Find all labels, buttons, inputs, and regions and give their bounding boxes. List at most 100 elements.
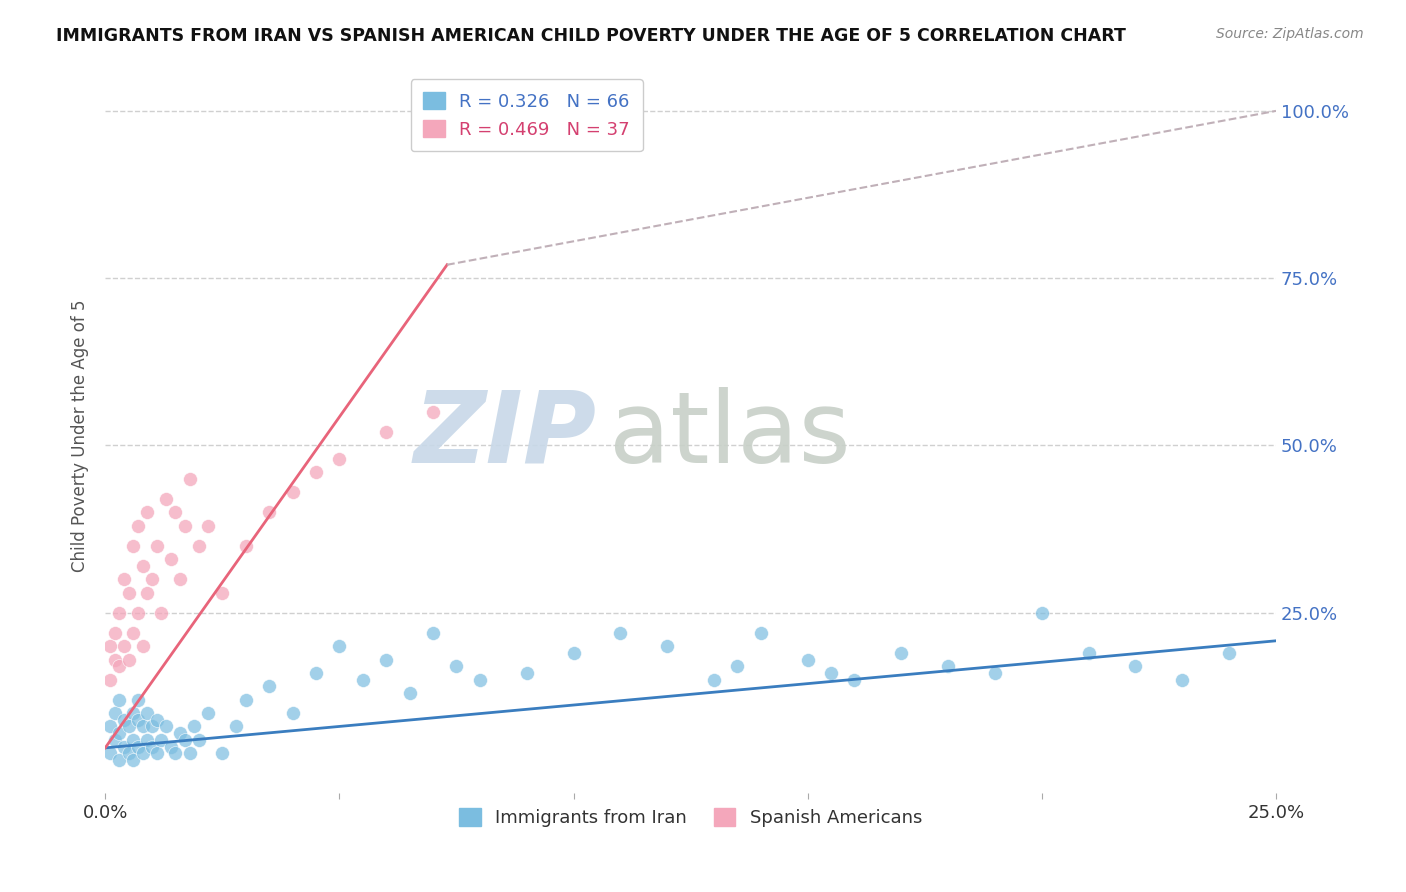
Point	[117, 746, 139, 760]
Point	[103, 706, 125, 720]
Point	[1125, 659, 1147, 673]
Point	[103, 625, 125, 640]
Point	[117, 719, 139, 733]
Point	[127, 692, 149, 706]
Point	[820, 665, 842, 680]
Point	[305, 665, 328, 680]
Point	[281, 485, 304, 500]
Point	[155, 491, 177, 506]
Point	[145, 539, 167, 553]
Point	[197, 706, 219, 720]
Point	[122, 625, 145, 640]
Point	[796, 652, 818, 666]
Point	[108, 692, 131, 706]
Point	[725, 659, 748, 673]
Point	[446, 659, 468, 673]
Point	[1077, 646, 1099, 660]
Point	[187, 539, 209, 553]
Point	[98, 639, 121, 653]
Point	[112, 713, 135, 727]
Point	[211, 585, 233, 599]
Point	[173, 732, 195, 747]
Point	[1171, 673, 1194, 687]
Point	[117, 585, 139, 599]
Point	[141, 572, 163, 586]
Point	[131, 746, 153, 760]
Point	[103, 732, 125, 747]
Point	[112, 739, 135, 754]
Point	[516, 665, 538, 680]
Point	[112, 572, 135, 586]
Point	[422, 625, 444, 640]
Point	[127, 606, 149, 620]
Point	[122, 753, 145, 767]
Point	[108, 753, 131, 767]
Point	[703, 673, 725, 687]
Text: Source: ZipAtlas.com: Source: ZipAtlas.com	[1216, 27, 1364, 41]
Point	[131, 558, 153, 573]
Point	[375, 652, 398, 666]
Point	[155, 719, 177, 733]
Point	[150, 732, 173, 747]
Point	[131, 719, 153, 733]
Point	[145, 713, 167, 727]
Point	[136, 505, 159, 519]
Point	[179, 746, 201, 760]
Point	[936, 659, 959, 673]
Point	[257, 679, 280, 693]
Point	[98, 746, 121, 760]
Point	[281, 706, 304, 720]
Point	[169, 726, 191, 740]
Point	[749, 625, 772, 640]
Point	[169, 572, 191, 586]
Point	[657, 639, 679, 653]
Point	[136, 732, 159, 747]
Y-axis label: Child Poverty Under the Age of 5: Child Poverty Under the Age of 5	[72, 299, 89, 572]
Point	[179, 472, 201, 486]
Point	[127, 739, 149, 754]
Point	[235, 539, 257, 553]
Point	[127, 713, 149, 727]
Point	[984, 665, 1007, 680]
Point	[108, 606, 131, 620]
Text: ZIP: ZIP	[413, 387, 598, 483]
Point	[145, 746, 167, 760]
Point	[609, 625, 631, 640]
Point	[173, 518, 195, 533]
Point	[257, 505, 280, 519]
Point	[468, 673, 491, 687]
Point	[150, 606, 173, 620]
Point	[159, 739, 181, 754]
Point	[375, 425, 398, 439]
Point	[165, 505, 187, 519]
Point	[112, 639, 135, 653]
Point	[1218, 646, 1240, 660]
Point	[225, 719, 247, 733]
Point	[103, 652, 125, 666]
Point	[352, 673, 374, 687]
Point	[117, 652, 139, 666]
Point	[197, 518, 219, 533]
Point	[328, 639, 350, 653]
Point	[159, 552, 181, 566]
Point	[127, 518, 149, 533]
Point	[98, 719, 121, 733]
Point	[1031, 606, 1053, 620]
Point	[108, 726, 131, 740]
Point	[422, 405, 444, 419]
Text: atlas: atlas	[609, 387, 851, 483]
Text: IMMIGRANTS FROM IRAN VS SPANISH AMERICAN CHILD POVERTY UNDER THE AGE OF 5 CORREL: IMMIGRANTS FROM IRAN VS SPANISH AMERICAN…	[56, 27, 1126, 45]
Point	[890, 646, 912, 660]
Point	[165, 746, 187, 760]
Legend: Immigrants from Iran, Spanish Americans: Immigrants from Iran, Spanish Americans	[451, 801, 929, 834]
Point	[398, 686, 420, 700]
Point	[108, 659, 131, 673]
Point	[136, 706, 159, 720]
Point	[183, 719, 205, 733]
Point	[141, 719, 163, 733]
Point	[122, 706, 145, 720]
Point	[305, 465, 328, 479]
Point	[141, 739, 163, 754]
Point	[131, 639, 153, 653]
Point	[328, 451, 350, 466]
